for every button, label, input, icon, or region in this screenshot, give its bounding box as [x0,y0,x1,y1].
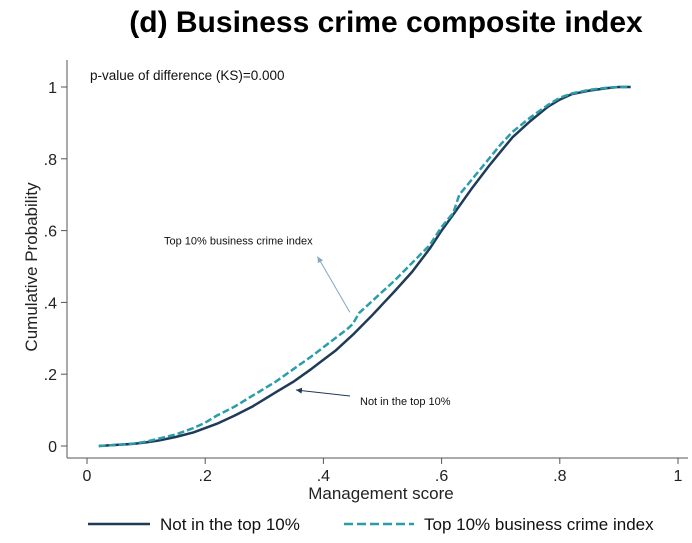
annotation-label-2: Not in the top 10% [360,396,451,408]
annotation-arrow-2 [295,387,351,397]
x-tick-label: .4 [317,468,330,485]
ks-annotation: p-value of difference (KS)=0.000 [90,68,285,83]
y-axis-label: Cumulative Probability [22,182,41,352]
y-tick-label: .2 [44,367,57,384]
x-tick-label: .2 [199,468,212,485]
y-tick-label: 0 [48,439,57,456]
annotation-arrow-1 [317,256,351,313]
annotation-label-1: Top 10% business crime index [164,236,313,248]
x-tick-label: .6 [435,468,448,485]
y-tick-label: .6 [44,224,57,241]
annotation-group: Top 10% business crime index Not in the t… [164,236,451,408]
chart-title: (d) Business crime composite index [129,6,643,39]
legend-label-2: Top 10% business crime index [424,515,654,534]
series-line-1 [98,85,631,448]
series-group [98,85,631,448]
x-axis-label: Management score [308,484,454,503]
legend: Not in the top 10% Top 10% business crime… [88,515,654,534]
series-line-2 [98,85,631,448]
y-tick-label: .4 [44,295,57,312]
axes-group: 0 .2 .4 .6 .8 1 0 .2 .4 .6 .8 1 [44,60,688,485]
y-tick-label: .8 [44,152,57,169]
y-tick-label: 1 [48,80,57,97]
x-tick-label: .8 [553,468,566,485]
legend-label-1: Not in the top 10% [160,515,300,534]
x-tick-label: 1 [674,468,683,485]
x-tick-label: 0 [83,468,92,485]
